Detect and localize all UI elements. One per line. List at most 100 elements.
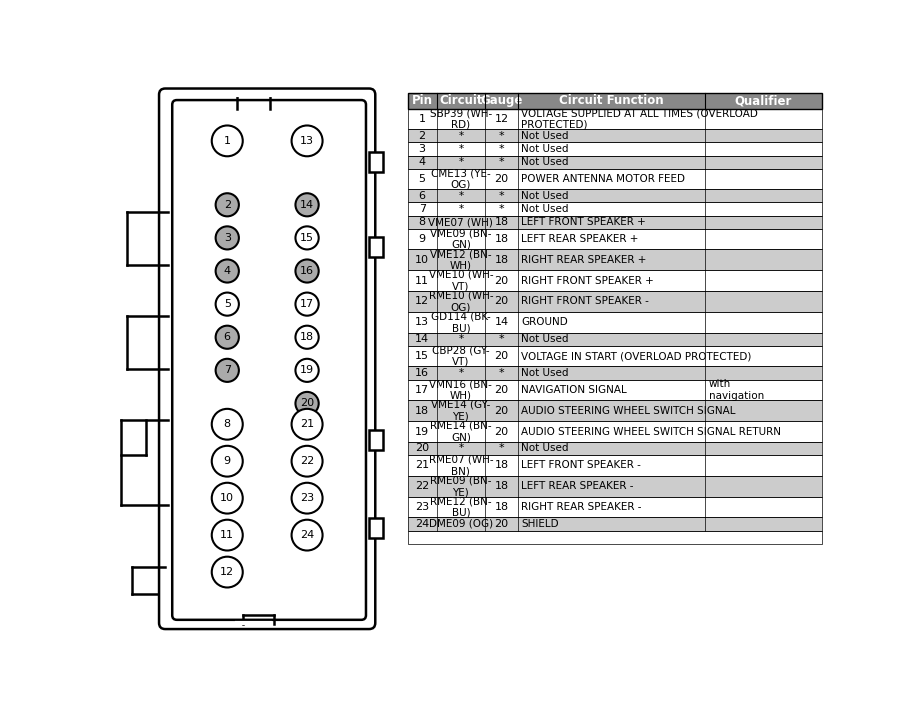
- Bar: [408, 249, 822, 271]
- Bar: [408, 379, 822, 400]
- Text: Pin: Pin: [412, 95, 433, 108]
- Bar: [408, 400, 822, 422]
- Bar: [408, 312, 822, 333]
- Text: 4: 4: [223, 266, 231, 276]
- Text: VOLTAGE IN START (OVERLOAD PROTECTED): VOLTAGE IN START (OVERLOAD PROTECTED): [521, 351, 752, 361]
- Bar: [408, 312, 822, 333]
- Text: Not Used: Not Used: [521, 334, 569, 344]
- Text: *: *: [499, 368, 505, 378]
- Text: RIGHT REAR SPEAKER +: RIGHT REAR SPEAKER +: [521, 255, 646, 265]
- Text: 19: 19: [300, 365, 314, 375]
- Text: 15: 15: [301, 233, 314, 243]
- Bar: [408, 442, 822, 455]
- Bar: [408, 93, 822, 108]
- Text: RME09 (BN-
YE): RME09 (BN- YE): [430, 476, 492, 497]
- Text: 7: 7: [418, 204, 425, 214]
- Text: 5: 5: [419, 174, 425, 184]
- Text: VME12 (BN-
WH): VME12 (BN- WH): [430, 249, 492, 271]
- Text: 22: 22: [415, 481, 429, 491]
- Text: 20: 20: [494, 406, 508, 416]
- Bar: [369, 518, 383, 538]
- Bar: [408, 497, 822, 518]
- Text: 12: 12: [221, 567, 234, 577]
- Text: 8: 8: [418, 217, 425, 227]
- Text: Not Used: Not Used: [521, 444, 569, 454]
- Text: 5: 5: [223, 299, 231, 309]
- Text: VME07 (WH): VME07 (WH): [428, 217, 494, 227]
- Circle shape: [216, 259, 239, 283]
- Circle shape: [216, 226, 239, 249]
- Text: SBP39 (WH-
RD): SBP39 (WH- RD): [430, 108, 492, 130]
- Text: 24: 24: [415, 519, 429, 529]
- Text: VME09 (BN-
GN): VME09 (BN- GN): [430, 229, 492, 250]
- Text: 6: 6: [419, 191, 425, 201]
- Text: 20: 20: [494, 519, 508, 529]
- Circle shape: [291, 520, 323, 550]
- Bar: [408, 333, 822, 346]
- Text: DME09 (OG): DME09 (OG): [429, 519, 493, 529]
- Text: 14: 14: [494, 318, 508, 328]
- Text: 20: 20: [494, 276, 508, 286]
- Text: LEFT REAR SPEAKER -: LEFT REAR SPEAKER -: [521, 481, 633, 491]
- Bar: [408, 216, 822, 229]
- Text: with
navigation: with navigation: [709, 379, 764, 401]
- Bar: [408, 202, 822, 216]
- Bar: [408, 530, 822, 543]
- Bar: [408, 367, 822, 379]
- Text: RIGHT REAR SPEAKER -: RIGHT REAR SPEAKER -: [521, 502, 641, 512]
- Text: 18: 18: [300, 333, 314, 342]
- Text: Not Used: Not Used: [521, 191, 569, 201]
- Text: 9: 9: [223, 456, 231, 466]
- Text: *: *: [499, 191, 505, 201]
- Circle shape: [216, 359, 239, 382]
- Bar: [408, 142, 822, 155]
- Text: *: *: [459, 191, 463, 201]
- Bar: [408, 271, 822, 291]
- Text: 23: 23: [300, 493, 314, 503]
- Text: 11: 11: [221, 530, 234, 540]
- Text: 10: 10: [221, 493, 234, 503]
- Text: 3: 3: [419, 144, 425, 154]
- Circle shape: [295, 293, 319, 315]
- Text: LEFT FRONT SPEAKER +: LEFT FRONT SPEAKER +: [521, 217, 646, 227]
- Text: RME12 (BN-
BU): RME12 (BN- BU): [430, 496, 492, 518]
- Bar: [408, 249, 822, 271]
- Text: 3: 3: [223, 233, 231, 243]
- Bar: [408, 291, 822, 312]
- Text: 1: 1: [223, 136, 231, 146]
- Text: 18: 18: [494, 461, 508, 471]
- Bar: [408, 476, 822, 497]
- Bar: [408, 518, 822, 530]
- Text: 14: 14: [415, 334, 429, 344]
- Text: 24: 24: [300, 530, 314, 540]
- Bar: [408, 189, 822, 202]
- Text: Not Used: Not Used: [521, 157, 569, 167]
- Circle shape: [216, 325, 239, 349]
- Text: 20: 20: [494, 385, 508, 395]
- Text: Not Used: Not Used: [521, 144, 569, 154]
- Text: 8: 8: [223, 419, 231, 429]
- Text: CBP28 (GY-
VT): CBP28 (GY- VT): [432, 345, 490, 367]
- FancyBboxPatch shape: [159, 88, 375, 629]
- Text: SHIELD: SHIELD: [521, 519, 559, 529]
- Bar: [408, 216, 822, 229]
- Circle shape: [295, 259, 319, 283]
- Text: 17: 17: [300, 299, 314, 309]
- Text: *: *: [499, 334, 505, 344]
- Bar: [408, 130, 822, 142]
- Text: *: *: [499, 444, 505, 454]
- Text: Circuit: Circuit: [439, 95, 482, 108]
- Text: VOLTAGE SUPPLIED AT ALL TIMES (OVERLOAD
PROTECTED): VOLTAGE SUPPLIED AT ALL TIMES (OVERLOAD …: [521, 108, 758, 130]
- Bar: [408, 189, 822, 202]
- Circle shape: [295, 325, 319, 349]
- Text: 2: 2: [223, 200, 231, 210]
- Text: POWER ANTENNA MOTOR FEED: POWER ANTENNA MOTOR FEED: [521, 174, 685, 184]
- Text: LEFT REAR SPEAKER +: LEFT REAR SPEAKER +: [521, 234, 639, 244]
- Text: *: *: [499, 157, 505, 167]
- Bar: [408, 202, 822, 216]
- Text: 20: 20: [494, 351, 508, 361]
- Bar: [408, 229, 822, 249]
- Text: 2: 2: [418, 131, 425, 141]
- Bar: [408, 422, 822, 442]
- Bar: [408, 169, 822, 189]
